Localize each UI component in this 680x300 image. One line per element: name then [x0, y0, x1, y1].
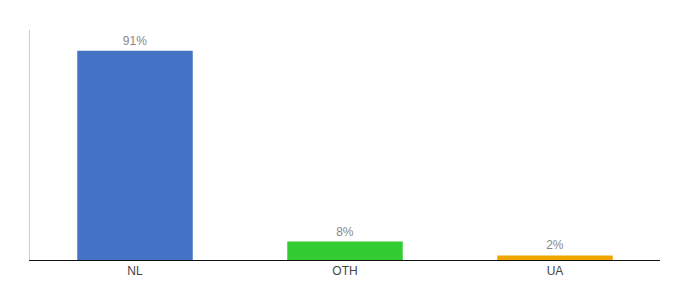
svg-text:91%: 91% [123, 34, 147, 48]
svg-text:NL: NL [127, 264, 143, 278]
svg-text:OTH: OTH [332, 264, 357, 278]
svg-text:2%: 2% [546, 238, 564, 252]
svg-text:UA: UA [547, 264, 564, 278]
svg-text:8%: 8% [336, 225, 354, 239]
